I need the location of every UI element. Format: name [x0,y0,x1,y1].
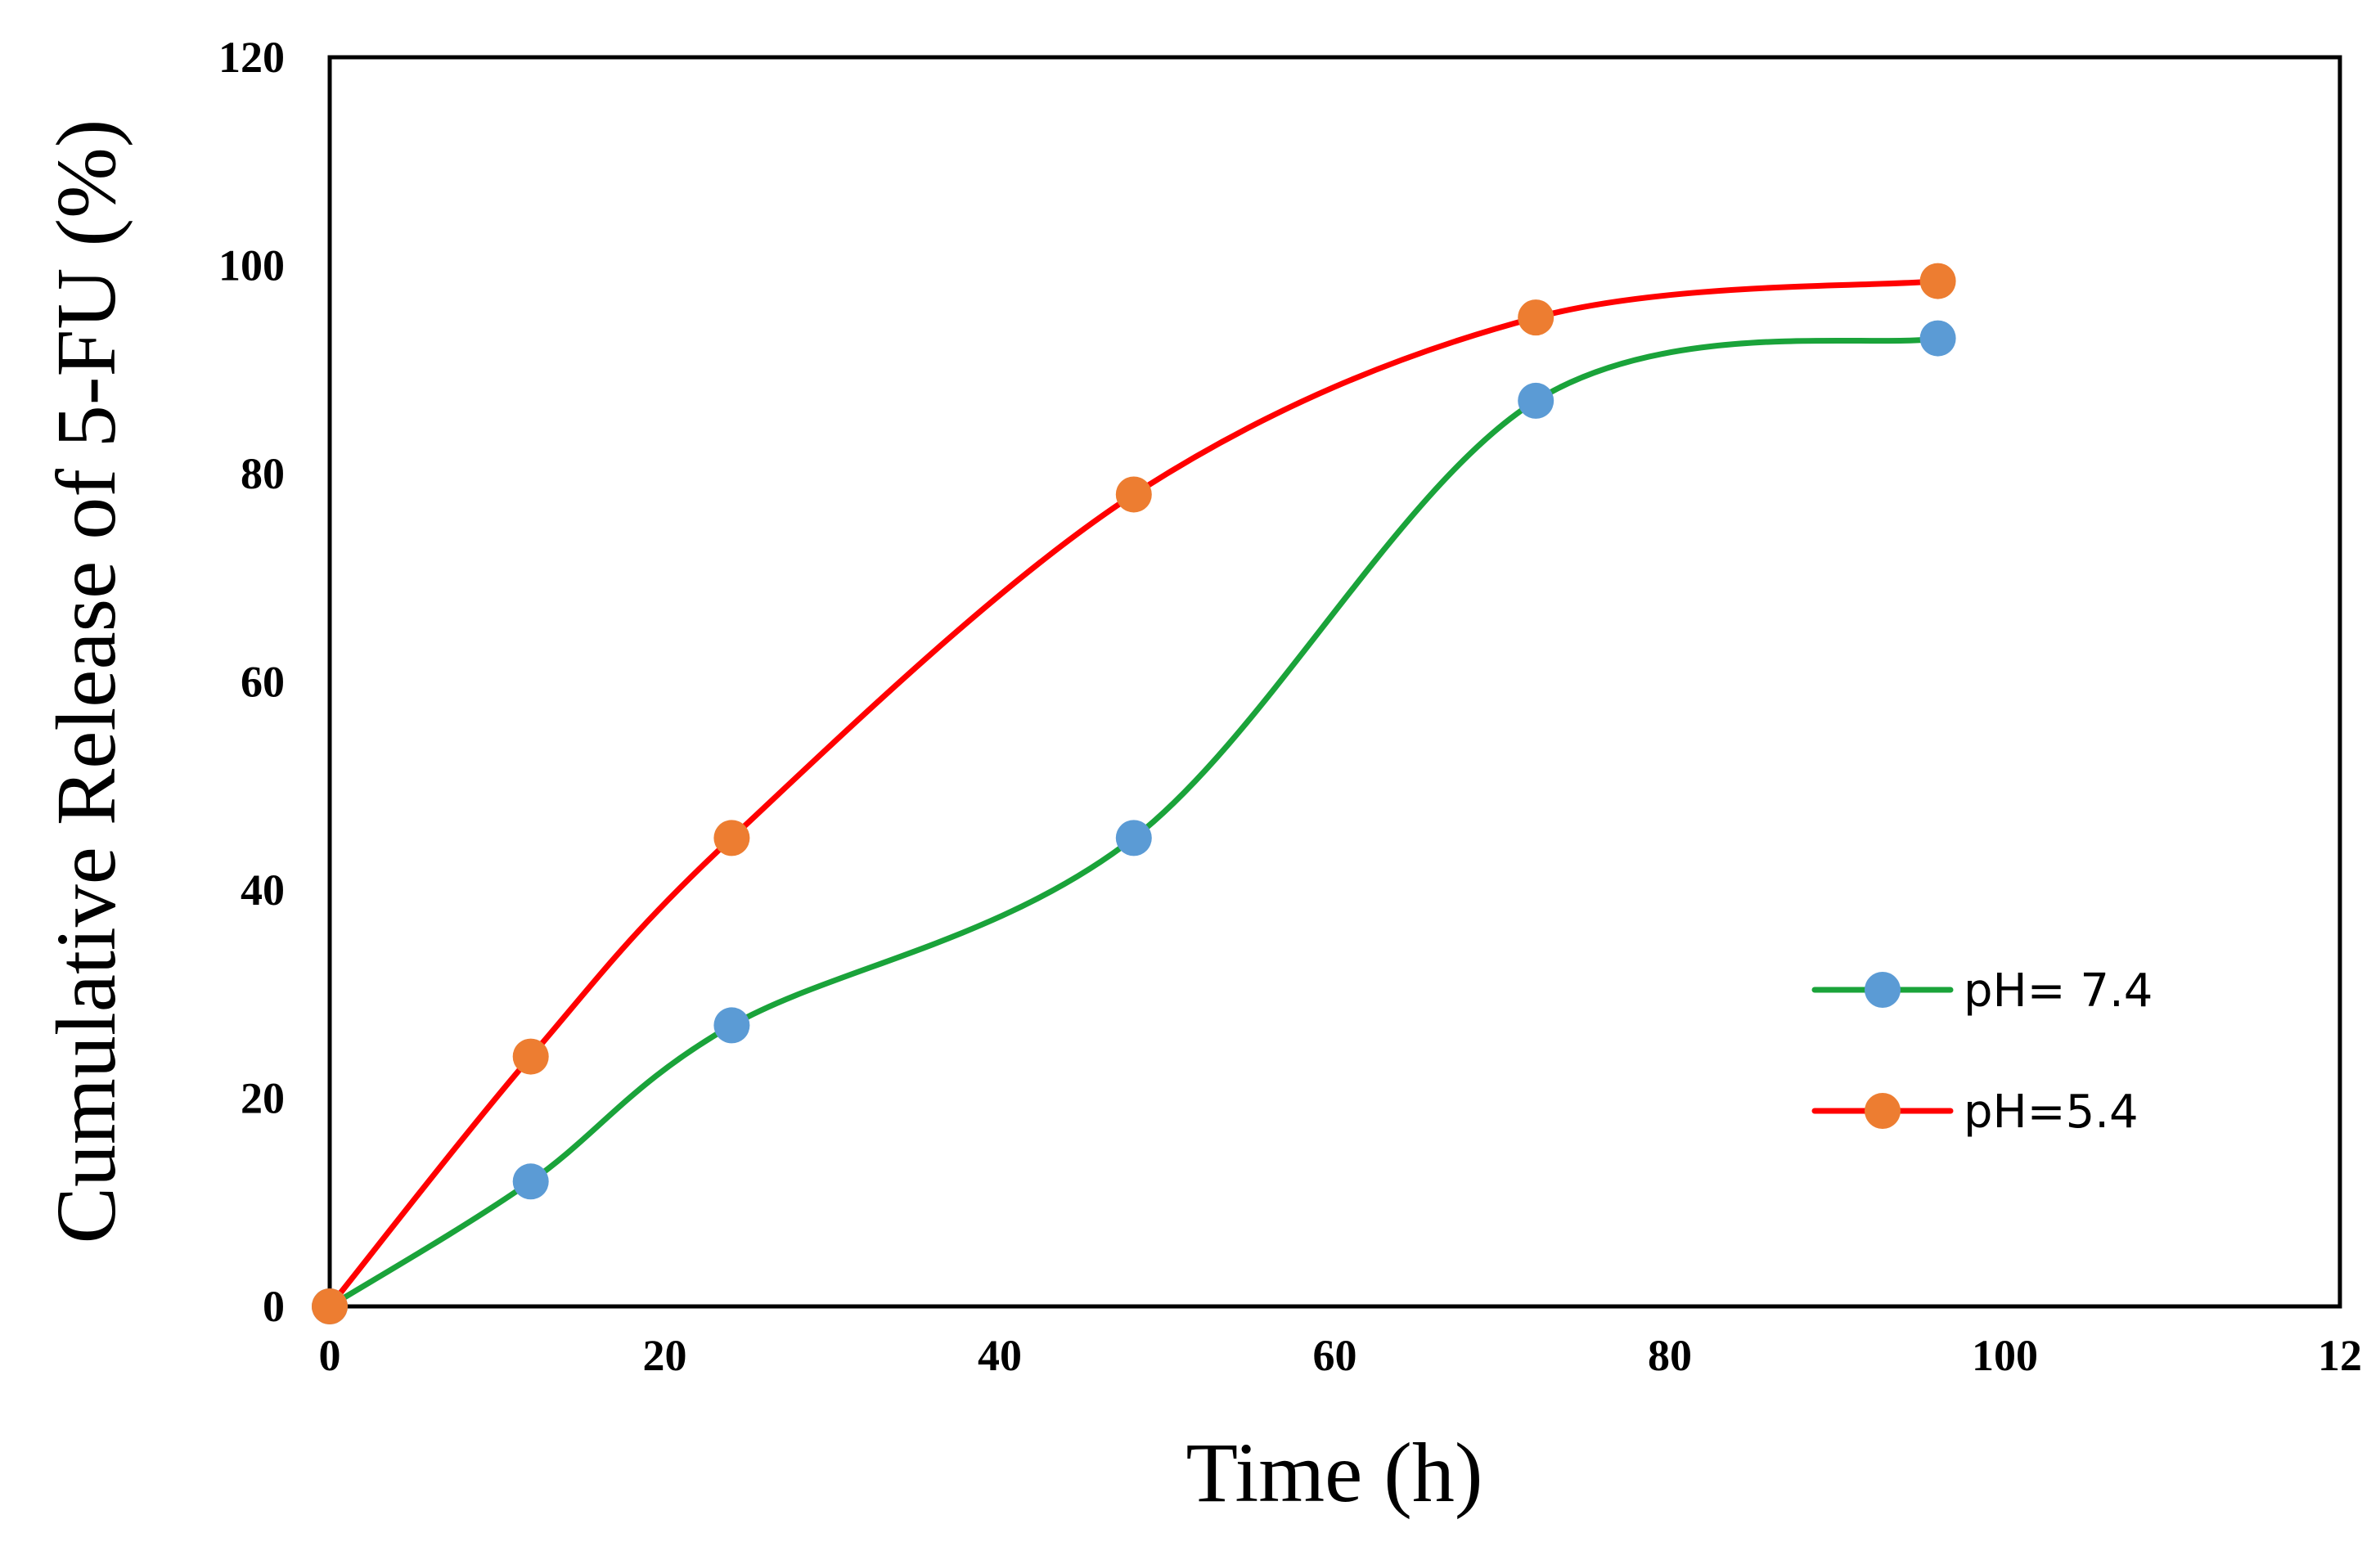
x-tick-label: 40 [978,1331,1022,1380]
plot-area-frame [327,55,2342,1309]
legend-label: pH=5.4 [1964,1086,2139,1139]
y-tick-label: 0 [263,1282,285,1331]
legend-label: pH= 7.4 [1964,964,2153,1018]
data-point-series-2 [512,1038,549,1075]
legend-marker-swatch [1865,972,1901,1008]
data-point-series-2 [312,1288,348,1324]
y-axis-title: Cumulative Release of 5-FU (%) [39,119,133,1244]
data-point-series-1 [1518,382,1554,419]
x-tick-label: 0 [319,1331,341,1380]
y-tick-label: 80 [241,449,285,498]
x-tick-label: 60 [1313,1331,1357,1380]
data-point-series-2 [1115,476,1152,513]
data-point-series-1 [512,1163,549,1200]
y-tick-label: 20 [241,1074,285,1123]
legend-marker-swatch [1865,1093,1901,1129]
x-tick-label: 100 [1972,1331,2038,1380]
legend-item-2: pH=5.4 [1811,1086,2139,1139]
x-tick-label: 12 [2318,1331,2362,1380]
y-tick-label: 60 [241,658,285,707]
x-axis-title: Time (h) [1186,1426,1482,1520]
data-point-series-1 [713,1007,750,1044]
data-point-series-1 [1115,820,1152,856]
series-layer [312,263,1956,1324]
series-markers [312,263,1956,1324]
data-point-series-2 [713,820,750,856]
data-point-series-2 [1518,299,1554,336]
x-tick-label: 20 [643,1331,687,1380]
x-tick-label: 80 [1648,1331,1692,1380]
legend: pH= 7.4 pH=5.4 [1811,964,2153,1139]
y-tick-label: 120 [218,33,285,82]
y-tick-label: 100 [218,241,285,290]
y-tick-label: 40 [241,865,285,915]
data-point-series-2 [1919,263,1956,299]
data-point-series-1 [1919,320,1956,357]
legend-item-1: pH= 7.4 [1811,964,2153,1018]
